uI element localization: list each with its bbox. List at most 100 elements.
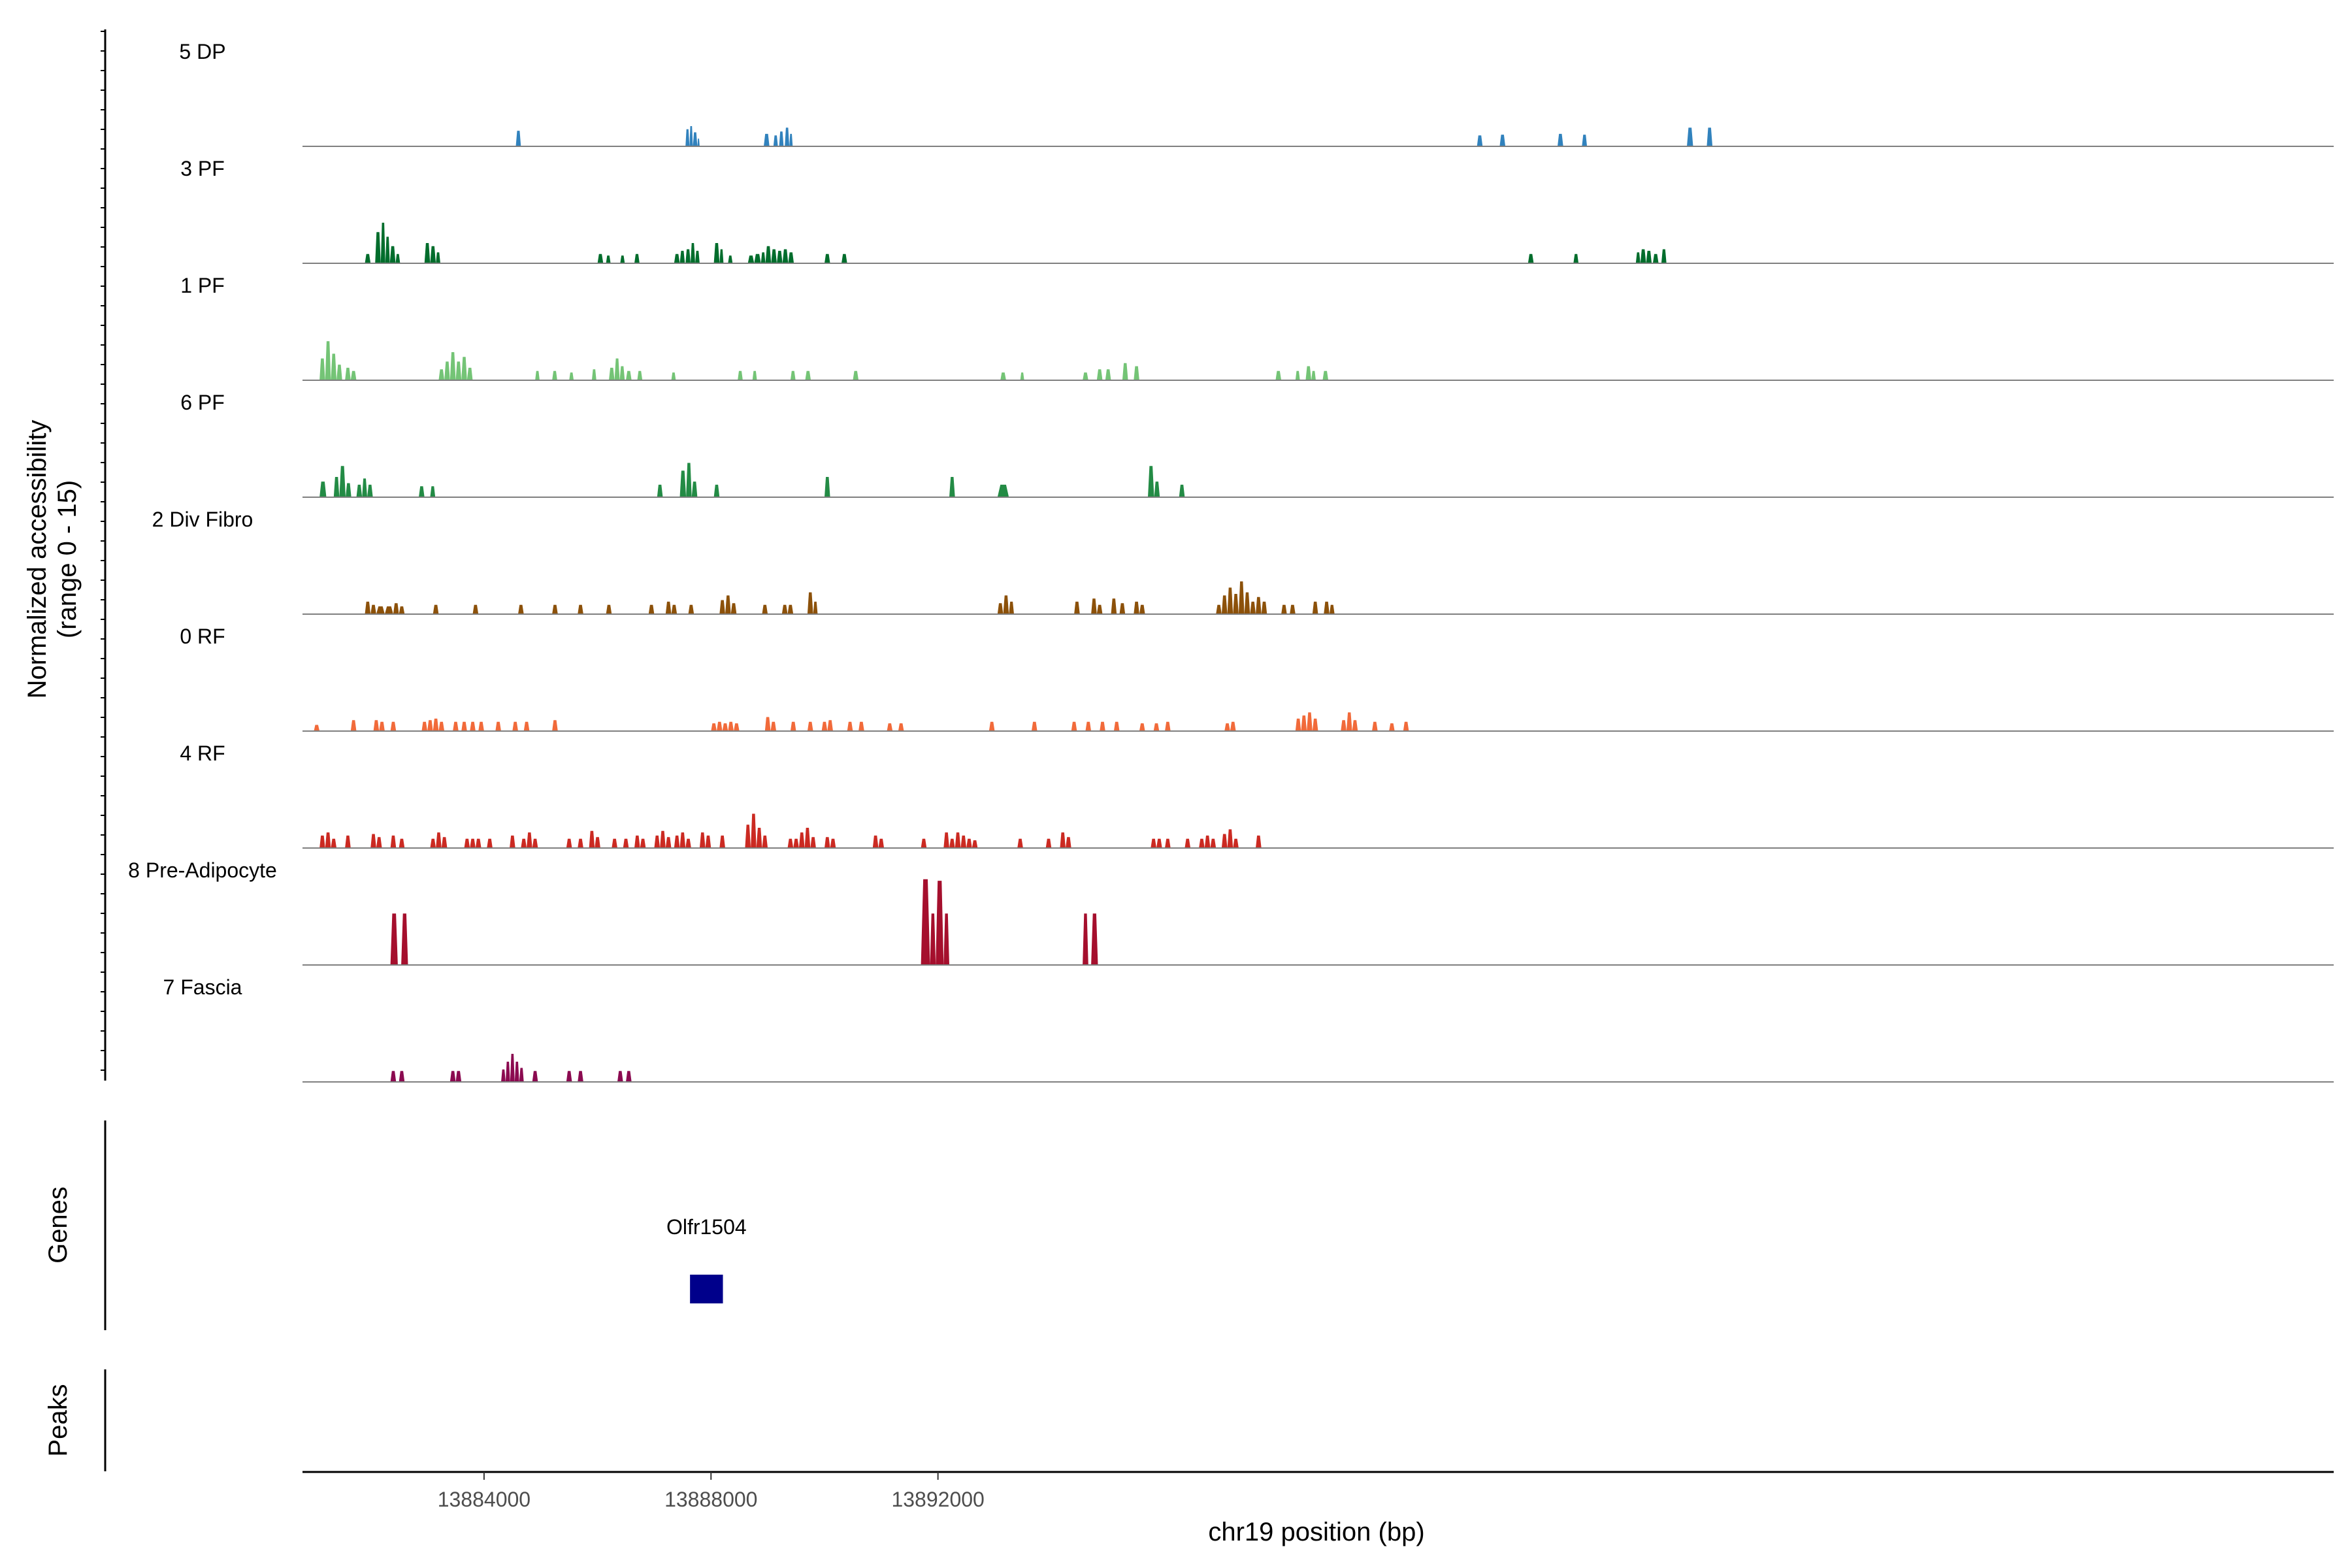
coverage-peak: [1071, 721, 1077, 731]
coverage-peak: [779, 131, 784, 146]
coverage-peak: [754, 253, 761, 263]
coverage-peak: [1687, 127, 1693, 146]
coverage-peak: [648, 604, 655, 614]
coverage-peak: [389, 246, 396, 263]
coverage-peak: [441, 837, 448, 848]
coverage-peak: [695, 250, 700, 263]
coverage-peak: [399, 1071, 405, 1082]
coverage-peak: [762, 604, 768, 614]
coverage-peak: [350, 370, 357, 380]
y-axis-title-line-1: Normalized accessibility: [23, 420, 52, 699]
coverage-peak: [1066, 837, 1071, 848]
coverage-peak: [793, 838, 799, 848]
coverage-peak: [1311, 370, 1316, 380]
coverage-peak: [1031, 721, 1037, 731]
coverage-peak: [805, 370, 811, 380]
coverage-peak: [1227, 829, 1233, 848]
coverage-peak: [878, 838, 885, 848]
coverage-peak: [798, 832, 805, 848]
coverage-peak: [738, 370, 743, 380]
coverage-peak: [578, 838, 583, 848]
coverage-peak: [319, 358, 325, 380]
track-label: 3 PF: [180, 157, 225, 180]
coverage-peak: [427, 720, 433, 731]
coverage-peak: [1256, 835, 1262, 848]
track-5-dp: 5 DP: [179, 40, 2334, 147]
coverage-peak: [1122, 363, 1128, 380]
coverage-peak: [325, 341, 331, 380]
coverage-peak: [532, 838, 538, 848]
coverage-peak: [319, 835, 325, 848]
coverage-peak: [1652, 253, 1659, 263]
coverage-peak: [421, 721, 428, 731]
coverage-peak: [1083, 372, 1088, 380]
track-7-fascia: 7 Fascia: [163, 975, 2334, 1083]
gene-label: Olfr1504: [666, 1215, 747, 1239]
coverage-peak: [626, 370, 632, 380]
coverage-peak: [1261, 601, 1267, 614]
coverage-peak: [455, 1071, 462, 1082]
x-tick-label: 13884000: [438, 1488, 531, 1511]
coverage-peak: [1573, 253, 1579, 263]
coverage-peak: [1307, 712, 1313, 731]
coverage-peak: [519, 1068, 524, 1082]
coverage-peak: [770, 721, 777, 731]
coverage-peak: [790, 721, 796, 731]
coverage-peak: [333, 477, 340, 497]
coverage-peak: [685, 129, 690, 146]
coverage-peak: [617, 1071, 623, 1082]
coverage-peak: [1346, 712, 1352, 731]
coverage-peak: [591, 369, 596, 380]
coverage-peak: [1329, 604, 1335, 614]
coverage-peak: [595, 837, 600, 848]
coverage-peak: [345, 835, 351, 848]
coverage-peak: [1324, 601, 1330, 614]
track-1-pf: 1 PF: [180, 274, 2334, 381]
coverage-peak: [1372, 721, 1378, 731]
coverage-peak: [1091, 598, 1097, 614]
coverage-peak: [444, 361, 450, 380]
coverage-peak: [339, 466, 346, 497]
coverage-peak: [921, 879, 930, 965]
coverage-peak: [430, 486, 436, 497]
coverage-peak: [466, 367, 473, 380]
coverage-peak: [1139, 723, 1145, 731]
coverage-peak: [1244, 592, 1250, 614]
coverage-peak: [697, 139, 700, 146]
coverage-peak: [679, 470, 687, 497]
coverage-peak: [523, 721, 530, 731]
coverage-peak: [1111, 598, 1117, 614]
coverage-peak: [671, 372, 676, 380]
coverage-peak: [470, 838, 476, 848]
coverage-peak: [505, 1062, 510, 1082]
coverage-peak: [1499, 135, 1506, 146]
coverage-peak: [679, 832, 686, 848]
coverage-peak: [657, 484, 663, 497]
coverage-peak: [810, 837, 816, 848]
coverage-peak: [350, 720, 357, 731]
track-3-pf: 3 PF: [180, 157, 2334, 264]
coverage-peak: [1165, 838, 1171, 848]
coverage-peak: [514, 1062, 519, 1082]
coverage-peak: [419, 486, 425, 497]
coverage-peak: [478, 721, 484, 731]
coverage-peak: [930, 913, 936, 965]
coverage-peak: [521, 838, 527, 848]
coverage-peak: [453, 721, 459, 731]
coverage-peak: [1527, 253, 1534, 263]
coverage-peak: [1100, 721, 1105, 731]
coverage-peak: [578, 1071, 583, 1082]
x-tick-label: 13892000: [891, 1488, 984, 1511]
coverage-peak: [722, 723, 728, 731]
coverage-peak: [1322, 370, 1329, 380]
coverage-peak: [789, 133, 793, 146]
coverage-peak: [1295, 370, 1300, 380]
coverage-peak: [1707, 127, 1713, 146]
coverage-peak: [790, 370, 796, 380]
coverage-peak: [1341, 720, 1347, 731]
coverage-peak: [745, 825, 751, 848]
coverage-peak: [1060, 832, 1066, 848]
coverage-peak: [1275, 370, 1282, 380]
coverage-peak: [1179, 484, 1185, 497]
coverage-peak: [807, 721, 813, 731]
